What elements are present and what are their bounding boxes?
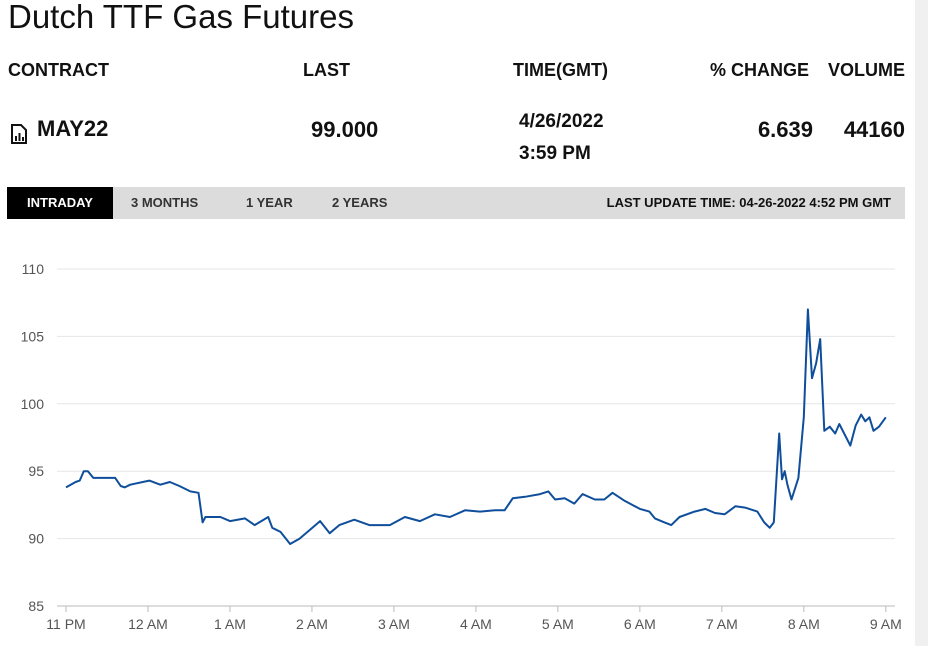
tab[interactable]: 1 YEAR (246, 195, 293, 210)
last-update: LAST UPDATE TIME: 04-26-2022 4:52 PM GMT (606, 195, 891, 210)
col-header: CONTRACT (8, 60, 109, 80)
y-tick-label: 95 (28, 463, 44, 479)
x-tick-label: 9 AM (870, 616, 902, 632)
trade-time: 3:59 PM (519, 143, 591, 164)
y-tick-label: 100 (21, 396, 45, 412)
x-tick-label: 7 AM (706, 616, 738, 632)
scrollbar[interactable] (915, 0, 928, 646)
x-tick-label: 4 AM (460, 616, 492, 632)
tab[interactable]: 3 MONTHS (131, 195, 199, 210)
col-header: VOLUME (827, 60, 905, 80)
last-price: 99.000 (311, 117, 379, 142)
x-tick-label: 5 AM (542, 616, 574, 632)
y-tick-label: 105 (21, 328, 45, 344)
tab[interactable]: INTRADAY (7, 187, 113, 219)
x-tick-label: 11 PM (46, 616, 85, 632)
volume: 44160 (843, 117, 905, 142)
y-tick-label: 110 (22, 261, 45, 277)
x-tick-label: 1 AM (214, 616, 246, 632)
x-tick-label: 2 AM (296, 616, 328, 632)
y-tick-label: 85 (28, 598, 44, 614)
y-tick-label: 90 (28, 531, 44, 547)
chart-icon (11, 124, 27, 144)
tab[interactable]: 2 YEARS (332, 195, 388, 210)
col-header: TIME(GMT) (513, 60, 608, 80)
page-title: Dutch TTF Gas Futures (8, 0, 354, 35)
percent-change: 6.639 (757, 117, 813, 142)
x-tick-label: 3 AM (378, 616, 410, 632)
col-header: % CHANGE (710, 60, 810, 80)
contract[interactable]: MAY22 (37, 116, 109, 141)
x-tick-label: 6 AM (624, 616, 656, 632)
col-header: LAST (303, 60, 350, 80)
tab-bar (7, 187, 905, 219)
x-tick-label: 8 AM (788, 616, 820, 632)
x-tick-label: 12 AM (128, 616, 168, 632)
trade-date: 4/26/2022 (519, 111, 604, 132)
price-line (65, 308, 887, 545)
